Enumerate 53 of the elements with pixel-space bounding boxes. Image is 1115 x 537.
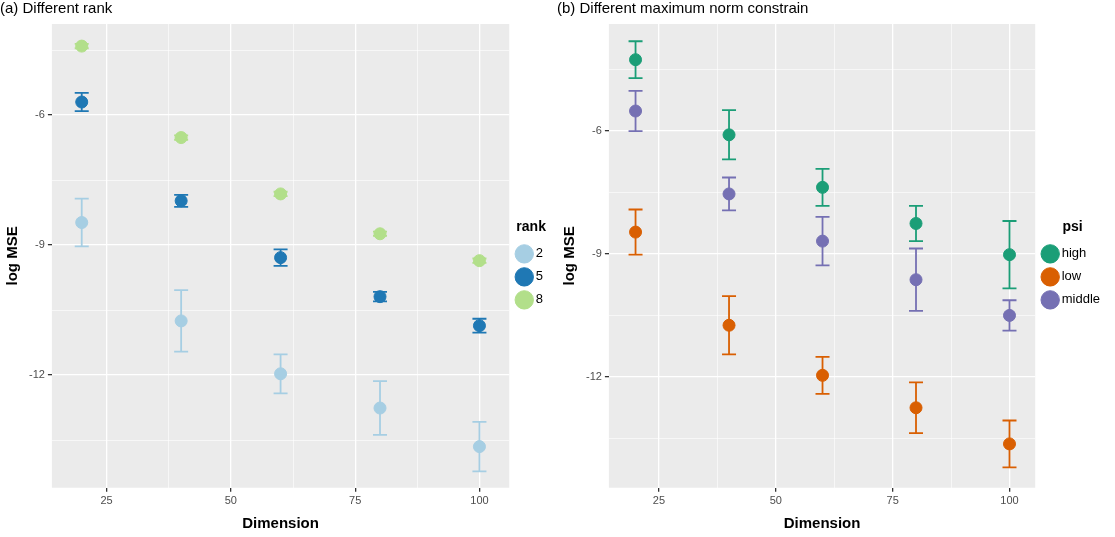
x-tick-label: 25 [652, 494, 666, 507]
y-tick-label: -6 [592, 123, 602, 136]
x-tick-label: 75 [886, 494, 899, 507]
x-tick-label: 75 [349, 494, 362, 507]
legend-title: psi [1062, 218, 1083, 235]
point [472, 440, 486, 454]
chart-title: (b) Different maximum norm constrain [557, 0, 809, 17]
legend-label: low [1061, 268, 1082, 284]
y-tick-label: -12 [585, 370, 602, 383]
point [629, 53, 643, 67]
y-axis-title: log MSE [3, 226, 21, 286]
point [909, 401, 923, 415]
point [816, 368, 830, 382]
legend-label: 5 [535, 268, 543, 284]
point [722, 128, 736, 142]
point [722, 187, 736, 201]
x-axis-title: Dimension [783, 514, 861, 532]
x-tick-label: 100 [470, 494, 489, 507]
point [373, 401, 387, 415]
legend-label: high [1061, 245, 1087, 261]
point [629, 104, 643, 118]
y-axis-title: log MSE [560, 226, 578, 286]
legend-title: rank [516, 218, 547, 235]
x-tick-label: 50 [769, 494, 782, 507]
x-tick-label: 50 [224, 494, 237, 507]
point [373, 227, 387, 241]
point [816, 180, 830, 194]
point [472, 254, 486, 268]
point [75, 216, 89, 230]
point [722, 318, 736, 332]
point [1003, 248, 1016, 262]
legend-label: 2 [535, 245, 543, 261]
point [1003, 437, 1016, 451]
point [174, 314, 188, 328]
legend-label: 8 [535, 291, 543, 307]
legend-label: middle [1061, 291, 1100, 307]
y-tick-label: -9 [592, 246, 602, 259]
y-tick-label: -12 [28, 368, 45, 381]
chart-title: (a) Different rank [0, 0, 113, 17]
point [816, 234, 830, 248]
point [274, 187, 288, 201]
point [174, 131, 188, 145]
point [909, 273, 923, 287]
point [75, 39, 89, 53]
x-tick-label: 100 [1000, 494, 1019, 507]
y-tick-label: -6 [35, 108, 45, 121]
y-tick-label: -9 [35, 238, 45, 251]
point [629, 225, 643, 239]
x-axis-title: Dimension [242, 514, 319, 532]
x-tick-label: 25 [100, 494, 113, 507]
point [909, 216, 923, 230]
point [1003, 308, 1016, 322]
point [274, 367, 288, 381]
